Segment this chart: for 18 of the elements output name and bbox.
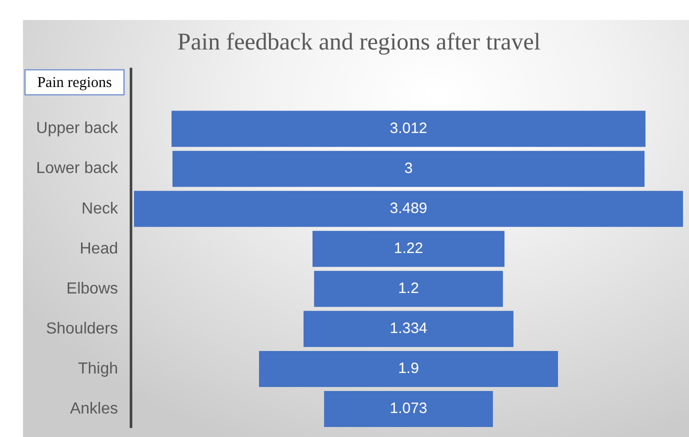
category-label: Head <box>80 240 118 258</box>
category-label: Thigh <box>78 360 118 378</box>
data-label: 1.22 <box>394 240 424 258</box>
category-label: Neck <box>82 200 119 218</box>
data-label: 3 <box>404 160 413 177</box>
data-label: 3.012 <box>390 120 428 137</box>
data-label: 1.334 <box>390 320 428 338</box>
category-label: Upper back <box>36 120 119 138</box>
category-label: Ankles <box>70 400 118 418</box>
data-label: 3.489 <box>390 200 428 218</box>
category-label: Shoulders <box>46 320 118 338</box>
text: Pain feedback and regions after travel <box>177 30 541 56</box>
text: Pain regions <box>37 75 112 92</box>
data-label: 1.2 <box>398 280 419 298</box>
data-label: 1.9 <box>398 360 419 378</box>
category-label: Lower back <box>36 160 119 178</box>
category-label: Elbows <box>66 280 118 298</box>
data-label: 1.073 <box>390 400 428 418</box>
